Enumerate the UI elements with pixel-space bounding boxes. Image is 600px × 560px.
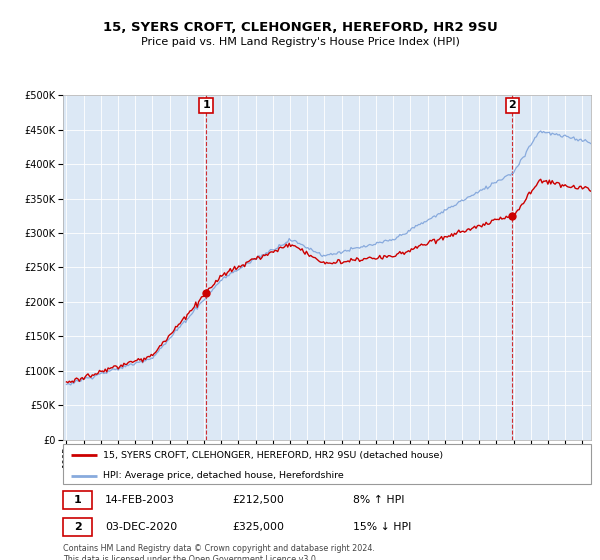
- Text: Price paid vs. HM Land Registry's House Price Index (HPI): Price paid vs. HM Land Registry's House …: [140, 37, 460, 47]
- FancyBboxPatch shape: [63, 491, 92, 510]
- Text: HPI: Average price, detached house, Herefordshire: HPI: Average price, detached house, Here…: [103, 471, 343, 480]
- Text: 1: 1: [202, 100, 210, 110]
- Text: 03-DEC-2020: 03-DEC-2020: [105, 521, 178, 531]
- Text: £212,500: £212,500: [232, 496, 284, 506]
- Text: 15, SYERS CROFT, CLEHONGER, HEREFORD, HR2 9SU: 15, SYERS CROFT, CLEHONGER, HEREFORD, HR…: [103, 21, 497, 34]
- Text: 2: 2: [508, 100, 516, 110]
- Text: 2: 2: [74, 521, 82, 531]
- Text: 15% ↓ HPI: 15% ↓ HPI: [353, 521, 412, 531]
- FancyBboxPatch shape: [63, 517, 92, 536]
- FancyBboxPatch shape: [63, 444, 591, 484]
- Text: 15, SYERS CROFT, CLEHONGER, HEREFORD, HR2 9SU (detached house): 15, SYERS CROFT, CLEHONGER, HEREFORD, HR…: [103, 451, 443, 460]
- Text: 1: 1: [74, 496, 82, 506]
- Text: £325,000: £325,000: [232, 521, 284, 531]
- Text: 8% ↑ HPI: 8% ↑ HPI: [353, 496, 405, 506]
- Text: 14-FEB-2003: 14-FEB-2003: [105, 496, 175, 506]
- Text: Contains HM Land Registry data © Crown copyright and database right 2024.
This d: Contains HM Land Registry data © Crown c…: [63, 544, 375, 560]
